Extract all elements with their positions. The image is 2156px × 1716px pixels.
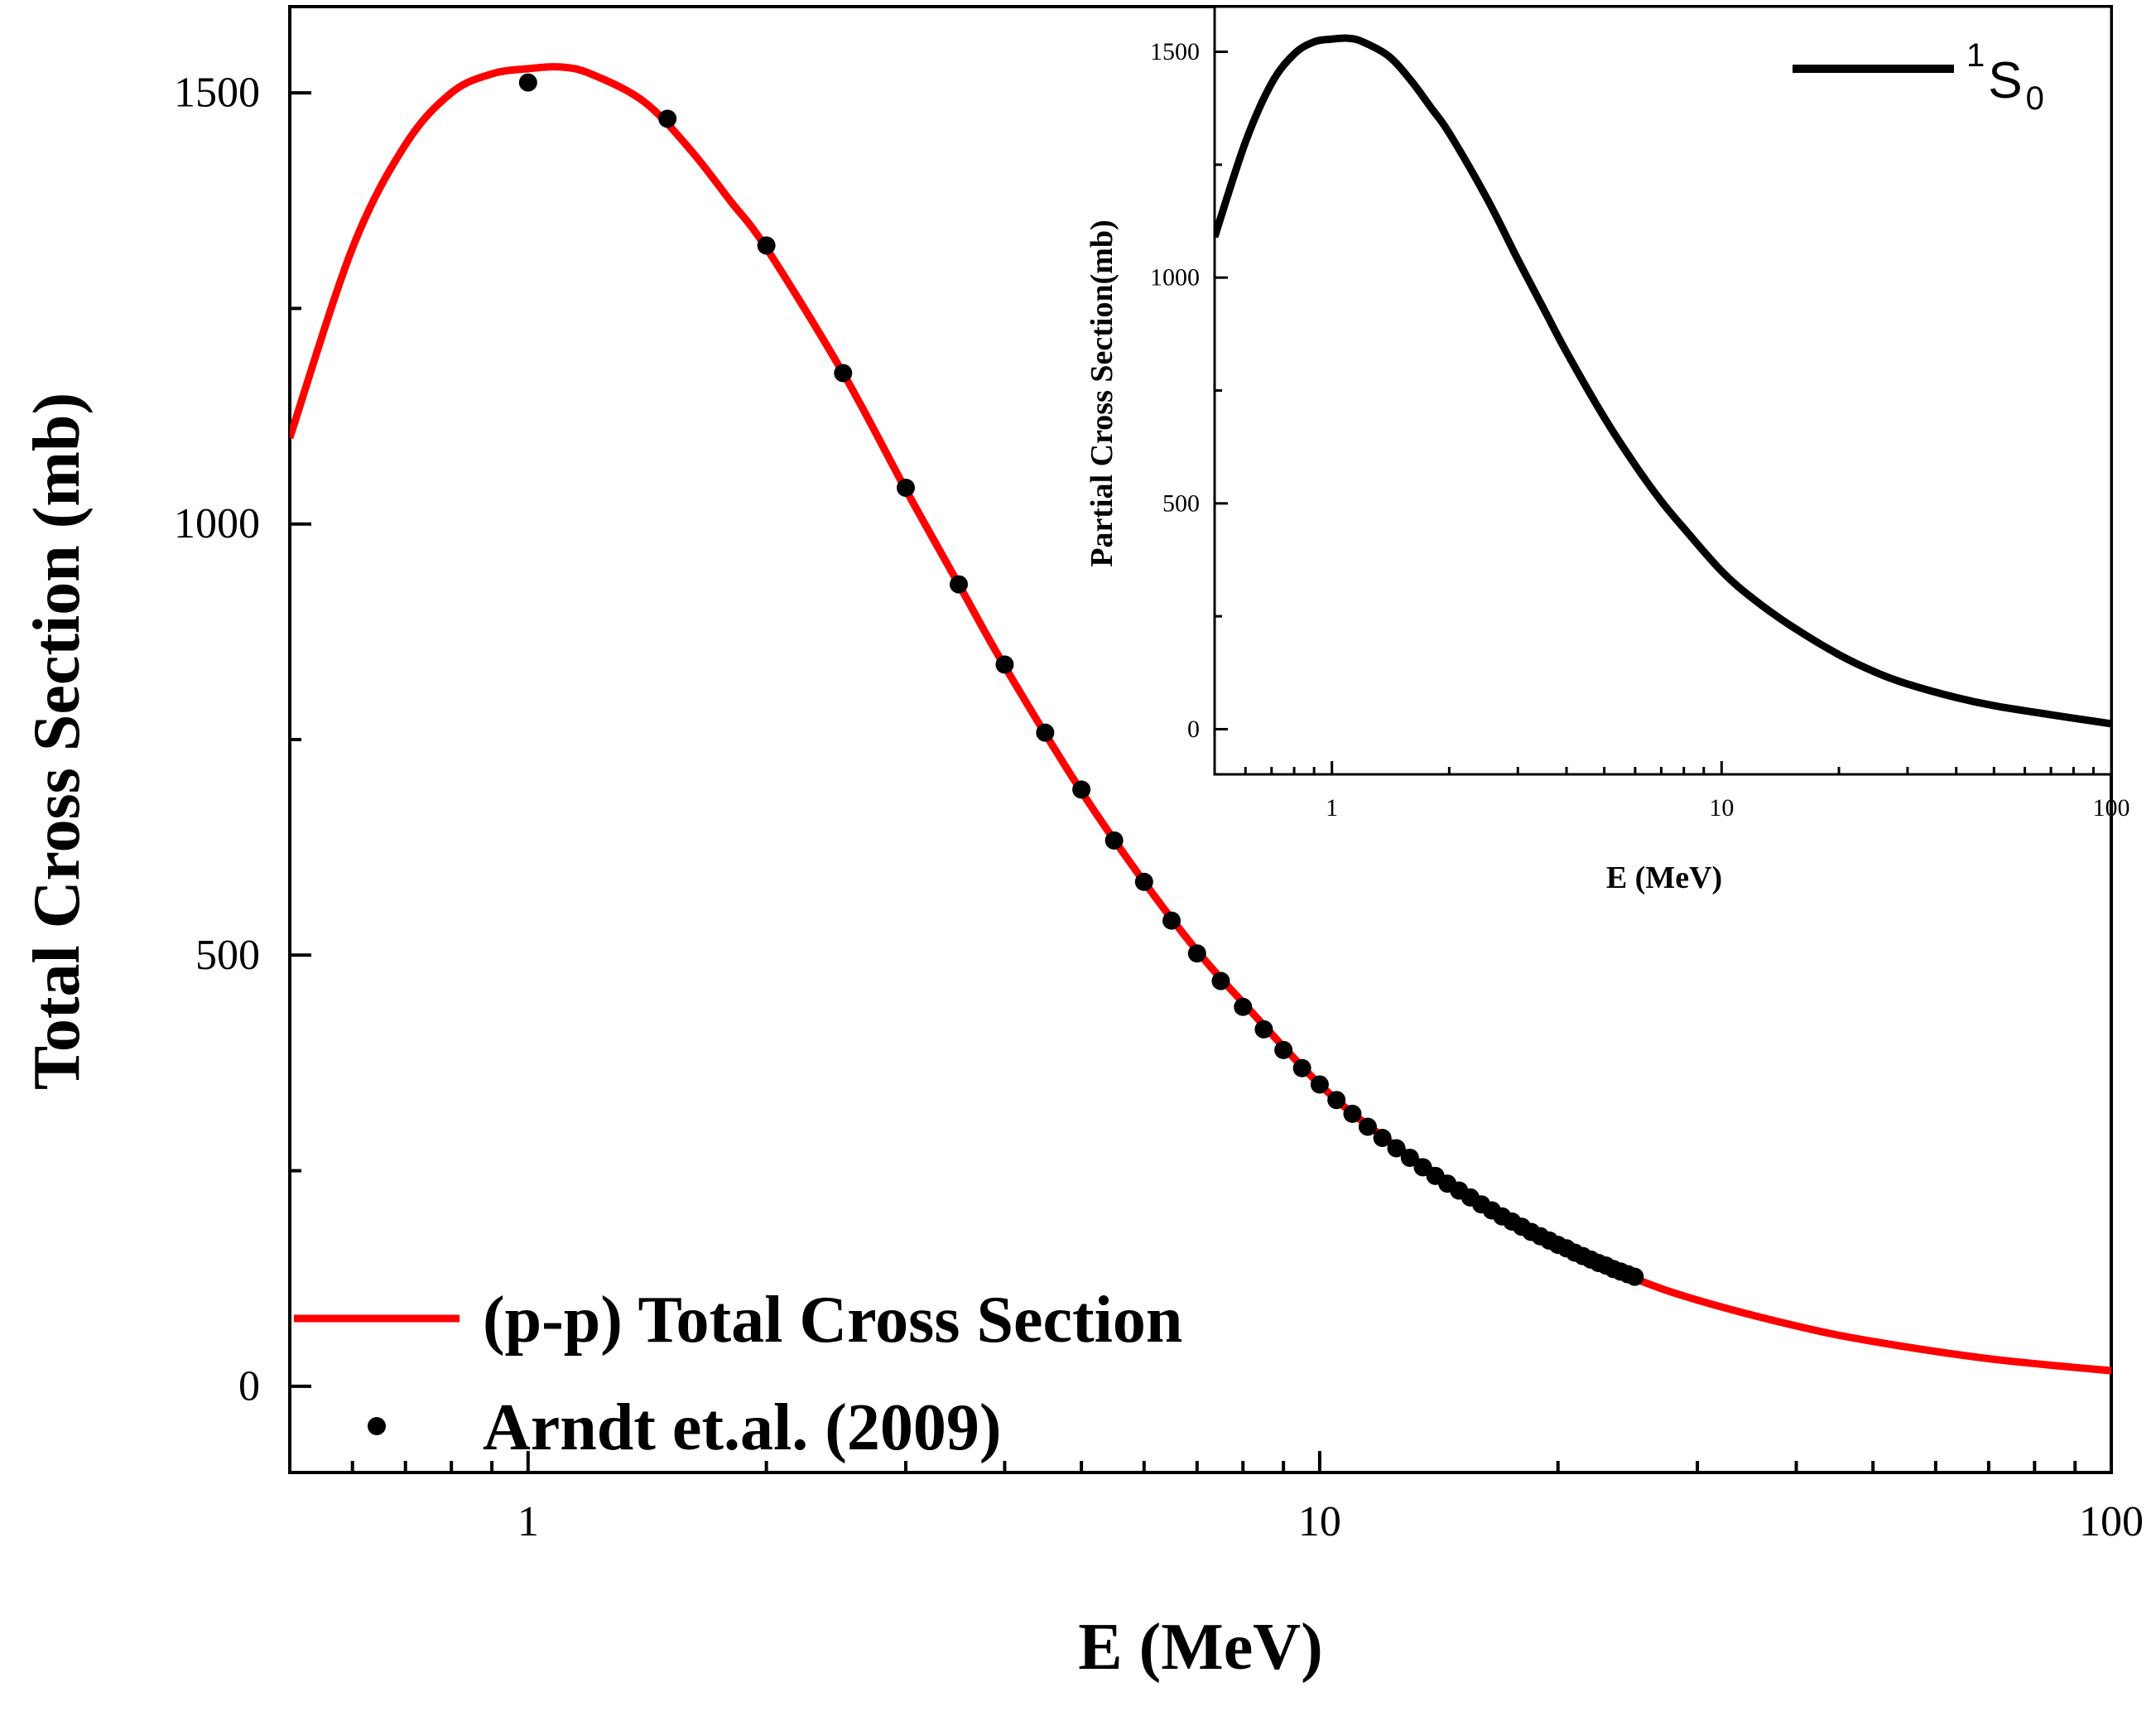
main-ticks [288, 91, 2113, 1473]
data-point [1104, 831, 1124, 850]
main-y-axis-title: Total Cross Section (mb) [21, 393, 94, 1090]
data-point [896, 478, 915, 497]
data-point [1162, 911, 1181, 930]
data-point [1373, 1129, 1392, 1148]
y-tick-label: 1000 [1150, 264, 1200, 292]
inset-series [1215, 34, 2111, 728]
main-x-axis-title: E (MeV) [1078, 1611, 1322, 1684]
x-tick-label: 100 [2079, 1498, 2144, 1545]
data-point [757, 236, 776, 255]
inset-legend-superscript: 1 [1966, 37, 1985, 74]
inset-x-axis-title: E (MeV) [1606, 860, 1722, 895]
data-point [658, 109, 677, 128]
main-legend: (p-p) Total Cross Section Arndt et.al. (… [294, 1284, 1182, 1464]
x-tick-label: 10 [1709, 794, 1734, 822]
data-point [1274, 1040, 1293, 1059]
data-point [1254, 1019, 1273, 1039]
x-tick-label: 100 [2093, 794, 2130, 822]
inset-legend-symbol: S [1988, 52, 2022, 109]
main-series [290, 63, 2111, 1375]
data-point [1310, 1075, 1329, 1094]
x-tick-label: 1 [517, 1498, 539, 1545]
data-point [834, 364, 853, 383]
y-tick-label: 0 [238, 1362, 260, 1410]
data-point [1187, 944, 1206, 963]
inset-legend-label: 1 S 0 [1966, 37, 2044, 117]
data-point [1400, 1148, 1419, 1167]
x-tick-label: 1 [1326, 794, 1338, 822]
inset-y-axis-title: Partial Cross Section(mb) [1085, 219, 1119, 566]
data-point [1343, 1104, 1362, 1123]
data-point [1327, 1091, 1346, 1110]
legend-label-total-cross-section: (p-p) Total Cross Section [483, 1284, 1182, 1357]
data-point [1211, 971, 1230, 991]
data-point [1625, 1267, 1644, 1286]
legend-label-arndt: Arndt et.al. (2009) [483, 1391, 1002, 1464]
data-point [518, 73, 537, 92]
inset-plot-frame [1213, 5, 2113, 776]
data-point [1387, 1139, 1406, 1158]
data-point [1234, 997, 1253, 1016]
data-point [995, 655, 1014, 674]
x-tick-label: 10 [1298, 1498, 1341, 1545]
y-tick-label: 1500 [174, 70, 260, 117]
y-tick-label: 0 [1187, 716, 1200, 743]
data-point [1072, 780, 1091, 799]
data-point [1292, 1058, 1311, 1077]
series-line [1215, 34, 2111, 728]
y-tick-label: 1000 [174, 500, 260, 547]
data-point [1036, 723, 1055, 742]
y-tick-label: 500 [1162, 489, 1200, 517]
inset-ticks [1213, 51, 2113, 774]
inset-legend-subscript: 0 [2026, 80, 2044, 117]
legend-marker-arndt [368, 1417, 386, 1435]
data-point [1134, 872, 1153, 891]
inset-legend: 1 S 0 [1793, 37, 2044, 117]
y-tick-label: 1500 [1150, 38, 1200, 65]
y-tick-label: 500 [195, 932, 260, 979]
data-point [949, 575, 968, 594]
data-point [1358, 1117, 1377, 1136]
